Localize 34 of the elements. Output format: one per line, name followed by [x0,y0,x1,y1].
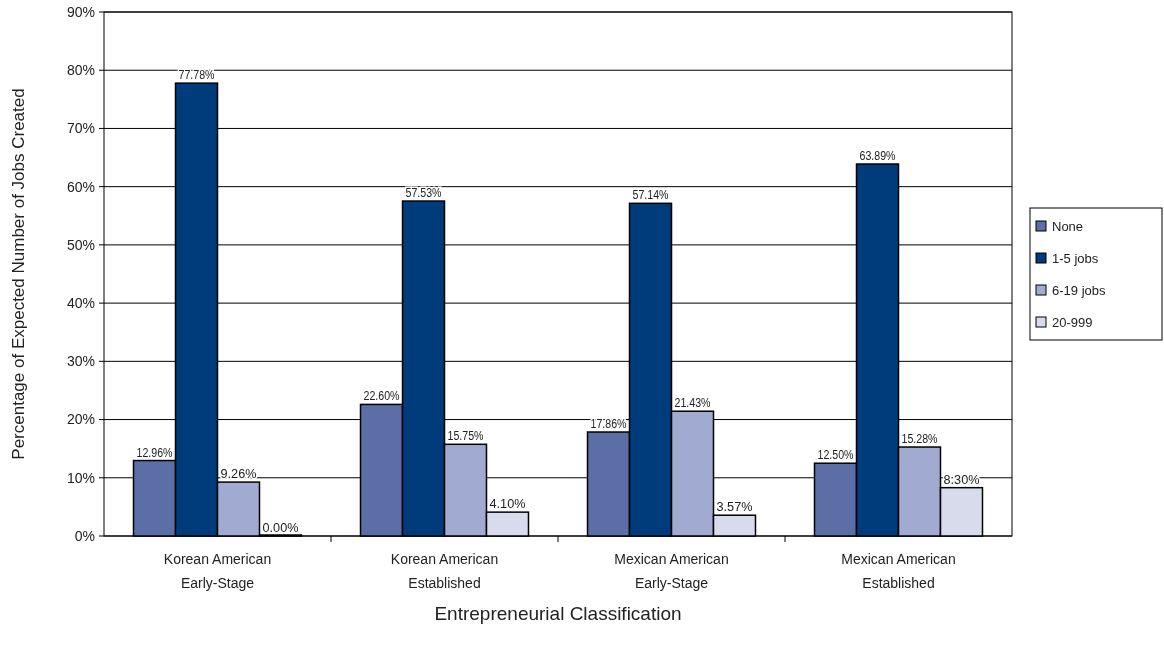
x-axis-title: Entrepreneurial Classification [434,603,682,624]
y-tick-label: 80% [66,62,95,79]
legend-label: 6-19 jobs [1052,282,1106,298]
y-tick-label: 40% [66,295,95,312]
data-label: 12.50% [817,448,859,463]
data-label: 4.10% [489,497,526,512]
y-tick-label: 60% [66,178,95,195]
y-tick-label: 10% [66,469,95,486]
data-label: 17.86% [590,417,632,432]
y-tick-label: 30% [66,353,95,370]
data-label: 77.78% [178,68,220,83]
x-tick-label: Korean American Early-Stage [163,551,272,591]
y-tick-label: 20% [66,411,95,428]
y-axis-title: Percentage of Expected Number of Jobs Created [9,88,28,460]
data-label: 63.89% [859,149,901,164]
data-label: 57.53% [405,186,447,201]
y-tick-label: 0% [74,527,95,544]
legend-label: None [1052,218,1084,234]
data-label: 0.00% [262,521,299,535]
data-label: 15.28% [901,432,943,447]
data-label: 12.96% [136,445,178,460]
x-tick-label: Mexican American Established [841,551,956,591]
legend-label: 1-5 jobs [1052,250,1099,266]
y-tick-label: 70% [66,120,95,137]
data-label: 3.57% [716,500,753,515]
data-label: 57.14% [632,188,674,203]
data-label: 21.43% [674,396,716,411]
legend-label: 20-999 [1052,314,1093,330]
data-label: 22.60% [363,389,405,404]
x-tick-label: Korean American Established [390,551,499,591]
data-label: 15.75% [447,429,489,444]
x-tick-label: Mexican American Early-Stage [614,551,729,591]
y-tick-label: 50% [66,236,95,253]
y-tick-label: 90% [66,3,95,20]
